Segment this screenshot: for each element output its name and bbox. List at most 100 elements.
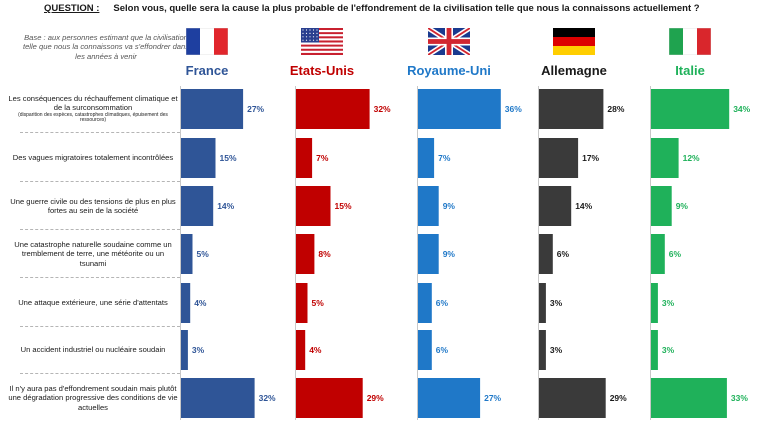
row-label: Une catastrophe naturelle soudaine comme… [8, 232, 178, 276]
bar-value-label: 32% [259, 393, 276, 403]
row-separator [20, 132, 180, 133]
row-label: Une attaque extérieure, une série d'atte… [8, 281, 178, 325]
it-flag-icon [625, 28, 755, 55]
bar [296, 234, 315, 274]
bar [418, 186, 439, 226]
bar-value-label: 6% [557, 249, 570, 259]
country-header-etats-unis: Etats-Unis [257, 28, 387, 78]
bar-value-label: 4% [194, 298, 207, 308]
bar-value-label: 14% [575, 201, 592, 211]
row-label: Un accident industriel ou nucléaire soud… [8, 328, 178, 372]
bar-value-label: 9% [443, 249, 456, 259]
bar [651, 138, 679, 178]
bar-value-label: 3% [192, 345, 205, 355]
row-separator [20, 326, 180, 327]
country-header-italie: Italie [625, 28, 755, 78]
country-name: Etats-Unis [289, 63, 355, 78]
question-title: QUESTION : Selon vous, quelle sera la cau… [44, 3, 700, 14]
bar [418, 89, 501, 129]
bar [181, 330, 188, 370]
row-label: Il n'y aura pas d'effondrement soudain m… [8, 376, 178, 420]
row-label-text: Une attaque extérieure, une série d'atte… [18, 298, 168, 308]
bar [181, 283, 191, 323]
bar-value-label: 9% [443, 201, 456, 211]
bar-value-label: 17% [582, 153, 599, 163]
bar [418, 234, 439, 274]
column-baseline [180, 86, 181, 420]
country-header-allemagne: Allemagne [509, 28, 639, 78]
bar-value-label: 28% [607, 104, 624, 114]
bar-value-label: 5% [197, 249, 210, 259]
bar [539, 234, 553, 274]
bar-value-label: 29% [367, 393, 384, 403]
column-baseline [650, 86, 651, 420]
bar [539, 89, 604, 129]
row-separator [20, 181, 180, 182]
row-label: Une guerre civile ou des tensions de plu… [8, 184, 178, 228]
bar-value-label: 27% [247, 104, 264, 114]
bar-value-label: 27% [484, 393, 501, 403]
bar-value-label: 9% [676, 201, 689, 211]
row-separator [20, 277, 180, 278]
bar-value-label: 29% [610, 393, 627, 403]
fr-flag-icon [142, 28, 272, 55]
row-label-text: Des vagues migratoires totalement incont… [12, 153, 174, 163]
de-flag-icon [509, 28, 639, 55]
bar-value-label: 36% [505, 104, 522, 114]
bar [651, 89, 730, 129]
row-separator [20, 373, 180, 374]
country-name: Allemagne [541, 63, 607, 78]
bar-value-label: 3% [662, 298, 675, 308]
question-label: QUESTION : [44, 3, 100, 14]
bar-value-label: 15% [220, 153, 237, 163]
bar [539, 330, 546, 370]
bar-value-label: 32% [374, 104, 391, 114]
country-header-royaume-uni: Royaume-Uni [384, 28, 514, 78]
bar [418, 138, 435, 178]
bar [296, 138, 313, 178]
bar-value-label: 6% [436, 345, 449, 355]
bar [651, 234, 665, 274]
bar-value-label: 15% [335, 201, 352, 211]
bar-value-label: 6% [436, 298, 449, 308]
row-label-text: Les conséquences du réchauffement climat… [8, 93, 178, 113]
bar [296, 330, 306, 370]
bar [651, 330, 658, 370]
bar [181, 378, 255, 418]
bar-value-label: 14% [217, 201, 234, 211]
bar-value-label: 4% [309, 345, 322, 355]
row-label-text: Une guerre civile ou des tensions de plu… [10, 196, 176, 215]
row-label: Des vagues migratoires totalement incont… [8, 136, 178, 180]
question-text: Selon vous, quelle sera la cause la plus… [113, 3, 700, 14]
uk-flag-icon [384, 28, 514, 55]
bar-value-label: 8% [318, 249, 331, 259]
bar-value-label: 33% [731, 393, 748, 403]
bar [539, 138, 579, 178]
base-note: Base : aux personnes estimant que la civ… [22, 33, 190, 61]
bar [418, 330, 432, 370]
bar-value-label: 5% [312, 298, 325, 308]
row-sublabel-text: (disparition des espèces, catastrophes c… [18, 111, 168, 124]
bar-value-label: 3% [550, 298, 563, 308]
bar [181, 89, 244, 129]
bar [296, 378, 363, 418]
column-baseline [417, 86, 418, 420]
column-baseline [538, 86, 539, 420]
country-name: Royaume-Uni [407, 63, 491, 78]
bar-value-label: 7% [316, 153, 329, 163]
bar-value-label: 12% [683, 153, 700, 163]
country-name: France [185, 63, 229, 78]
country-name: Italie [675, 63, 705, 78]
bar [181, 234, 193, 274]
bar [296, 89, 370, 129]
bar [539, 283, 546, 323]
bar-value-label: 6% [669, 249, 682, 259]
bar [651, 186, 672, 226]
row-label-text: Un accident industriel ou nucléaire soud… [20, 345, 166, 355]
bar [651, 378, 727, 418]
bar-value-label: 34% [733, 104, 750, 114]
bar [418, 283, 432, 323]
bar [181, 186, 214, 226]
bar [651, 283, 658, 323]
